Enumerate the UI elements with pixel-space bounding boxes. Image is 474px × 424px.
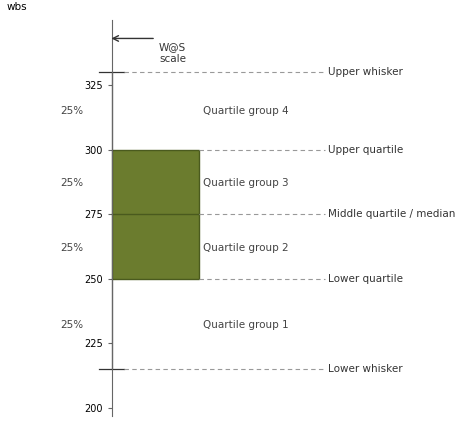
Text: Lower whisker: Lower whisker [328, 364, 403, 374]
Text: Quartile group 2: Quartile group 2 [203, 243, 289, 253]
Text: Quartile group 4: Quartile group 4 [203, 106, 289, 116]
Text: Quartile group 3: Quartile group 3 [203, 178, 289, 188]
Bar [112, 150, 199, 279]
Text: 25%: 25% [60, 320, 83, 330]
Y-axis label: wbs: wbs [6, 3, 27, 12]
Text: 25%: 25% [60, 243, 83, 253]
Text: 25%: 25% [60, 106, 83, 116]
Text: Lower quartile: Lower quartile [328, 274, 403, 284]
Text: Quartile group 1: Quartile group 1 [203, 320, 289, 330]
Text: Middle quartile / median: Middle quartile / median [328, 209, 456, 219]
Text: 25%: 25% [60, 178, 83, 188]
Text: W@S
scale: W@S scale [159, 42, 186, 64]
Text: Upper quartile: Upper quartile [328, 145, 403, 154]
Text: Upper whisker: Upper whisker [328, 67, 403, 77]
